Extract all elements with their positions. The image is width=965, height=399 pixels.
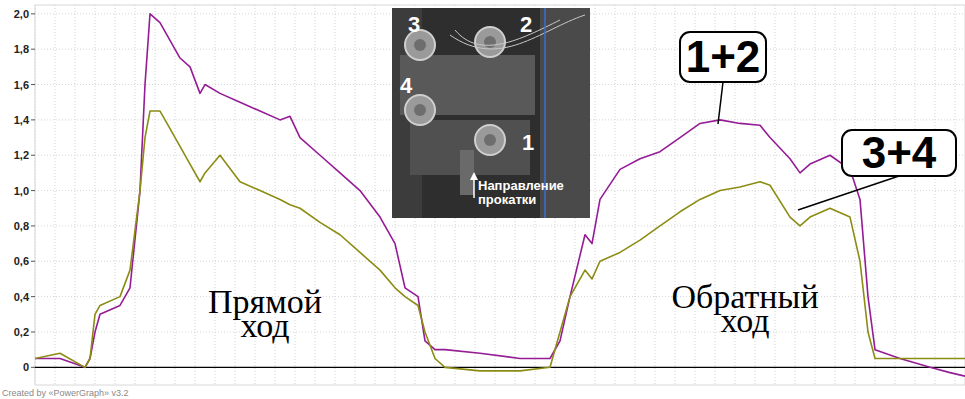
x-grid-line xyxy=(875,5,876,385)
x-grid-line xyxy=(895,5,896,385)
x-grid-line xyxy=(375,5,376,385)
x-grid-line xyxy=(815,5,816,385)
annotation: Обратныйход xyxy=(671,278,818,339)
photo-roll xyxy=(484,134,496,146)
x-grid-line xyxy=(835,5,836,385)
x-grid-line xyxy=(55,5,56,385)
y-tick xyxy=(31,119,35,120)
inset-caption: Направлениепрокатки xyxy=(478,178,564,207)
x-grid-line xyxy=(235,5,236,385)
photo-roll xyxy=(475,125,505,155)
photo-roll xyxy=(484,36,496,48)
x-grid-line xyxy=(355,5,356,385)
inset-label: 4 xyxy=(400,73,413,98)
y-tick xyxy=(31,367,35,368)
x-grid-line xyxy=(75,5,76,385)
photo-roll xyxy=(414,104,426,116)
x-grid-line xyxy=(35,5,36,385)
y-grid-line xyxy=(35,261,965,262)
y-tick xyxy=(31,84,35,85)
x-grid-line xyxy=(195,5,196,385)
y-tick xyxy=(31,49,35,50)
y-tick-label: 1,4 xyxy=(14,114,30,126)
x-grid-line xyxy=(335,5,336,385)
photo-roll xyxy=(414,39,426,51)
y-tick xyxy=(31,261,35,262)
x-grid-line xyxy=(175,5,176,385)
y-tick-label: 1,2 xyxy=(14,149,29,161)
y-tick xyxy=(31,190,35,191)
x-grid-line xyxy=(935,5,936,385)
inset-label: 3 xyxy=(408,12,420,37)
x-grid-line xyxy=(915,5,916,385)
series-line xyxy=(35,14,965,376)
x-grid-line xyxy=(155,5,156,385)
inset-arrow xyxy=(470,172,478,180)
y-tick xyxy=(31,331,35,332)
y-tick-label: 0,4 xyxy=(14,291,30,303)
y-grid-line xyxy=(35,225,965,226)
y-tick-label: 0,2 xyxy=(14,326,29,338)
x-grid-line xyxy=(795,5,796,385)
x-grid-line xyxy=(655,5,656,385)
y-grid-line xyxy=(35,296,965,297)
legend-label: 1+2 xyxy=(686,32,761,81)
plot-frame xyxy=(35,5,965,385)
x-grid-line xyxy=(595,5,596,385)
photo-part xyxy=(400,55,535,115)
x-grid-line xyxy=(215,5,216,385)
photo-wire xyxy=(450,15,585,49)
y-tick xyxy=(31,155,35,156)
y-tick xyxy=(31,13,35,14)
y-tick xyxy=(31,225,35,226)
y-tick-label: 0,6 xyxy=(14,255,29,267)
x-grid-line xyxy=(295,5,296,385)
y-grid-line xyxy=(35,367,965,368)
x-grid xyxy=(35,5,955,385)
annotation: Прямойход xyxy=(208,283,322,344)
x-grid-line xyxy=(315,5,316,385)
inset-photo: 3 2 4 1 Направлениепрокатки xyxy=(392,8,590,218)
y-tick-label: 2,0 xyxy=(14,8,29,20)
callout-leader xyxy=(718,82,723,124)
photo-roll xyxy=(475,27,505,57)
series-line xyxy=(35,111,965,371)
photo-bg xyxy=(392,8,590,218)
legend-label: 3+4 xyxy=(862,128,937,177)
y-grid xyxy=(31,14,965,367)
y-tick xyxy=(31,296,35,297)
y-grid-line xyxy=(35,331,965,332)
x-grid-line xyxy=(955,5,956,385)
y-tick-label: 0 xyxy=(23,361,29,373)
photo-part xyxy=(460,150,474,195)
inset-label: 1 xyxy=(522,130,534,155)
y-tick-label: 1,0 xyxy=(14,185,29,197)
photo-roll xyxy=(405,95,435,125)
x-grid-line xyxy=(635,5,636,385)
x-grid-line xyxy=(615,5,616,385)
x-grid-line xyxy=(135,5,136,385)
y-tick-label: 1,8 xyxy=(14,43,29,55)
y-tick-label: 0,8 xyxy=(14,220,29,232)
source-credit: Created by «PowerGraph» v3.2 xyxy=(2,388,129,398)
legend-box xyxy=(680,32,766,82)
series-group xyxy=(35,14,965,376)
y-tick-label: 1,6 xyxy=(14,79,29,91)
inset-label: 2 xyxy=(520,12,532,37)
x-grid-line xyxy=(855,5,856,385)
callout-leader xyxy=(798,176,899,210)
chart: 0 0,2 0,4 0,6 0,8 1,0 1,2 1,4 1,6 1,8 2,0 Прямойход… xyxy=(0,0,965,399)
x-grid-line xyxy=(115,5,116,385)
x-grid-line xyxy=(675,5,676,385)
